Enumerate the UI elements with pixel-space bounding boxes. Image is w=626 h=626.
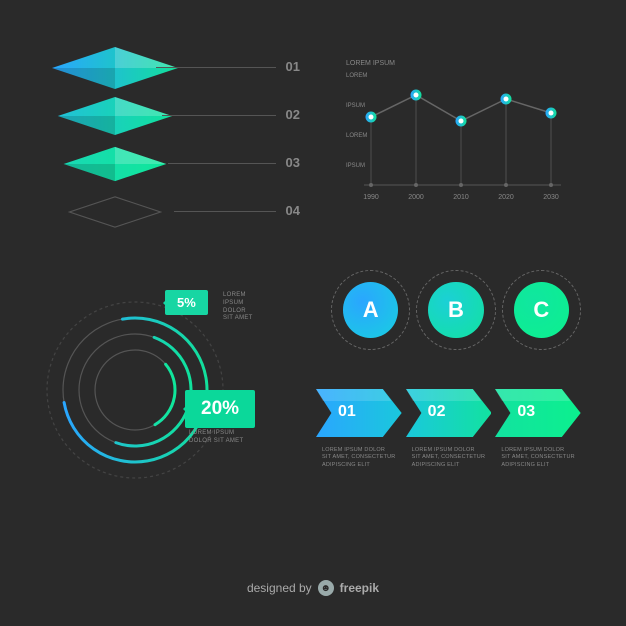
attribution: designed by ☻ freepik bbox=[0, 580, 626, 596]
radial-chart: 5% LOREM IPSUM DOLOR SIT AMET 20% LOREM … bbox=[45, 280, 255, 480]
arrow-step-03: 03LOREM IPSUM DOLOR SIT AMET, CONSECTETU… bbox=[495, 385, 581, 441]
attribution-brand: freepik bbox=[340, 581, 379, 595]
abc-circles: ABC bbox=[331, 265, 581, 355]
diamond-number: 04 bbox=[286, 203, 300, 218]
abc-label: A bbox=[343, 282, 398, 338]
diamond-connector bbox=[168, 163, 276, 164]
arrow-number: 01 bbox=[338, 403, 356, 421]
badge-20pct: 20% bbox=[185, 390, 255, 428]
arrow-caption: LOREM IPSUM DOLOR SIT AMET, CONSECTETUR … bbox=[412, 447, 486, 469]
diamond-row-03: 03 bbox=[50, 141, 300, 189]
svg-text:LOREM IPSUM: LOREM IPSUM bbox=[346, 60, 395, 67]
diamond-row-04: 04 bbox=[50, 189, 300, 237]
arrow-steps: 01LOREM IPSUM DOLOR SIT AMET, CONSECTETU… bbox=[316, 385, 581, 465]
arrow-caption: LOREM IPSUM DOLOR SIT AMET, CONSECTETUR … bbox=[322, 447, 396, 469]
abc-circle-b: B bbox=[416, 270, 495, 350]
diamond-connector bbox=[156, 67, 276, 68]
diamond-number: 01 bbox=[286, 59, 300, 74]
svg-text:2010: 2010 bbox=[453, 194, 469, 201]
badge-20pct-value: 20% bbox=[201, 398, 239, 419]
arrow-number: 03 bbox=[517, 403, 535, 421]
badge-5pct: 5% bbox=[165, 290, 208, 315]
attribution-prefix: designed by bbox=[247, 581, 312, 595]
line-chart: LOREM IPSUM LOREM IPSUM LOREM IPSUM 1990 2000 2… bbox=[346, 55, 581, 225]
svg-text:2020: 2020 bbox=[498, 194, 514, 201]
diamond-row-01: 01 bbox=[50, 45, 300, 93]
svg-text:IPSUM: IPSUM bbox=[346, 103, 365, 109]
abc-circle-c: C bbox=[502, 270, 581, 350]
diamond-row-02: 02 bbox=[50, 93, 300, 141]
badge-5pct-value: 5% bbox=[177, 295, 196, 310]
diamond-connector bbox=[174, 211, 276, 212]
arrow-step-01: 01LOREM IPSUM DOLOR SIT AMET, CONSECTETU… bbox=[316, 385, 402, 441]
svg-text:IPSUM: IPSUM bbox=[346, 163, 365, 169]
abc-circle-a: A bbox=[331, 270, 410, 350]
freepik-logo-icon: ☻ bbox=[318, 580, 334, 596]
diamond-number: 03 bbox=[286, 155, 300, 170]
abc-label: B bbox=[428, 282, 483, 338]
badge-5pct-sub: LOREM IPSUM DOLOR SIT AMET bbox=[223, 292, 255, 323]
diamond-number: 02 bbox=[286, 107, 300, 122]
arrow-caption: LOREM IPSUM DOLOR SIT AMET, CONSECTETUR … bbox=[501, 447, 575, 469]
diamond-connector bbox=[162, 115, 276, 116]
svg-text:LOREM: LOREM bbox=[346, 133, 367, 139]
svg-text:1990: 1990 bbox=[363, 194, 379, 201]
badge-20pct-sub: LOREM IPSUM DOLOR SIT AMET bbox=[189, 430, 255, 446]
svg-text:2030: 2030 bbox=[543, 194, 559, 201]
stacked-diamonds: 01 02 03 04 bbox=[50, 45, 300, 237]
svg-text:2000: 2000 bbox=[408, 194, 424, 201]
svg-text:LOREM: LOREM bbox=[346, 73, 367, 79]
arrow-number: 02 bbox=[428, 403, 446, 421]
abc-label: C bbox=[514, 282, 569, 338]
arrow-step-02: 02LOREM IPSUM DOLOR SIT AMET, CONSECTETU… bbox=[406, 385, 492, 441]
